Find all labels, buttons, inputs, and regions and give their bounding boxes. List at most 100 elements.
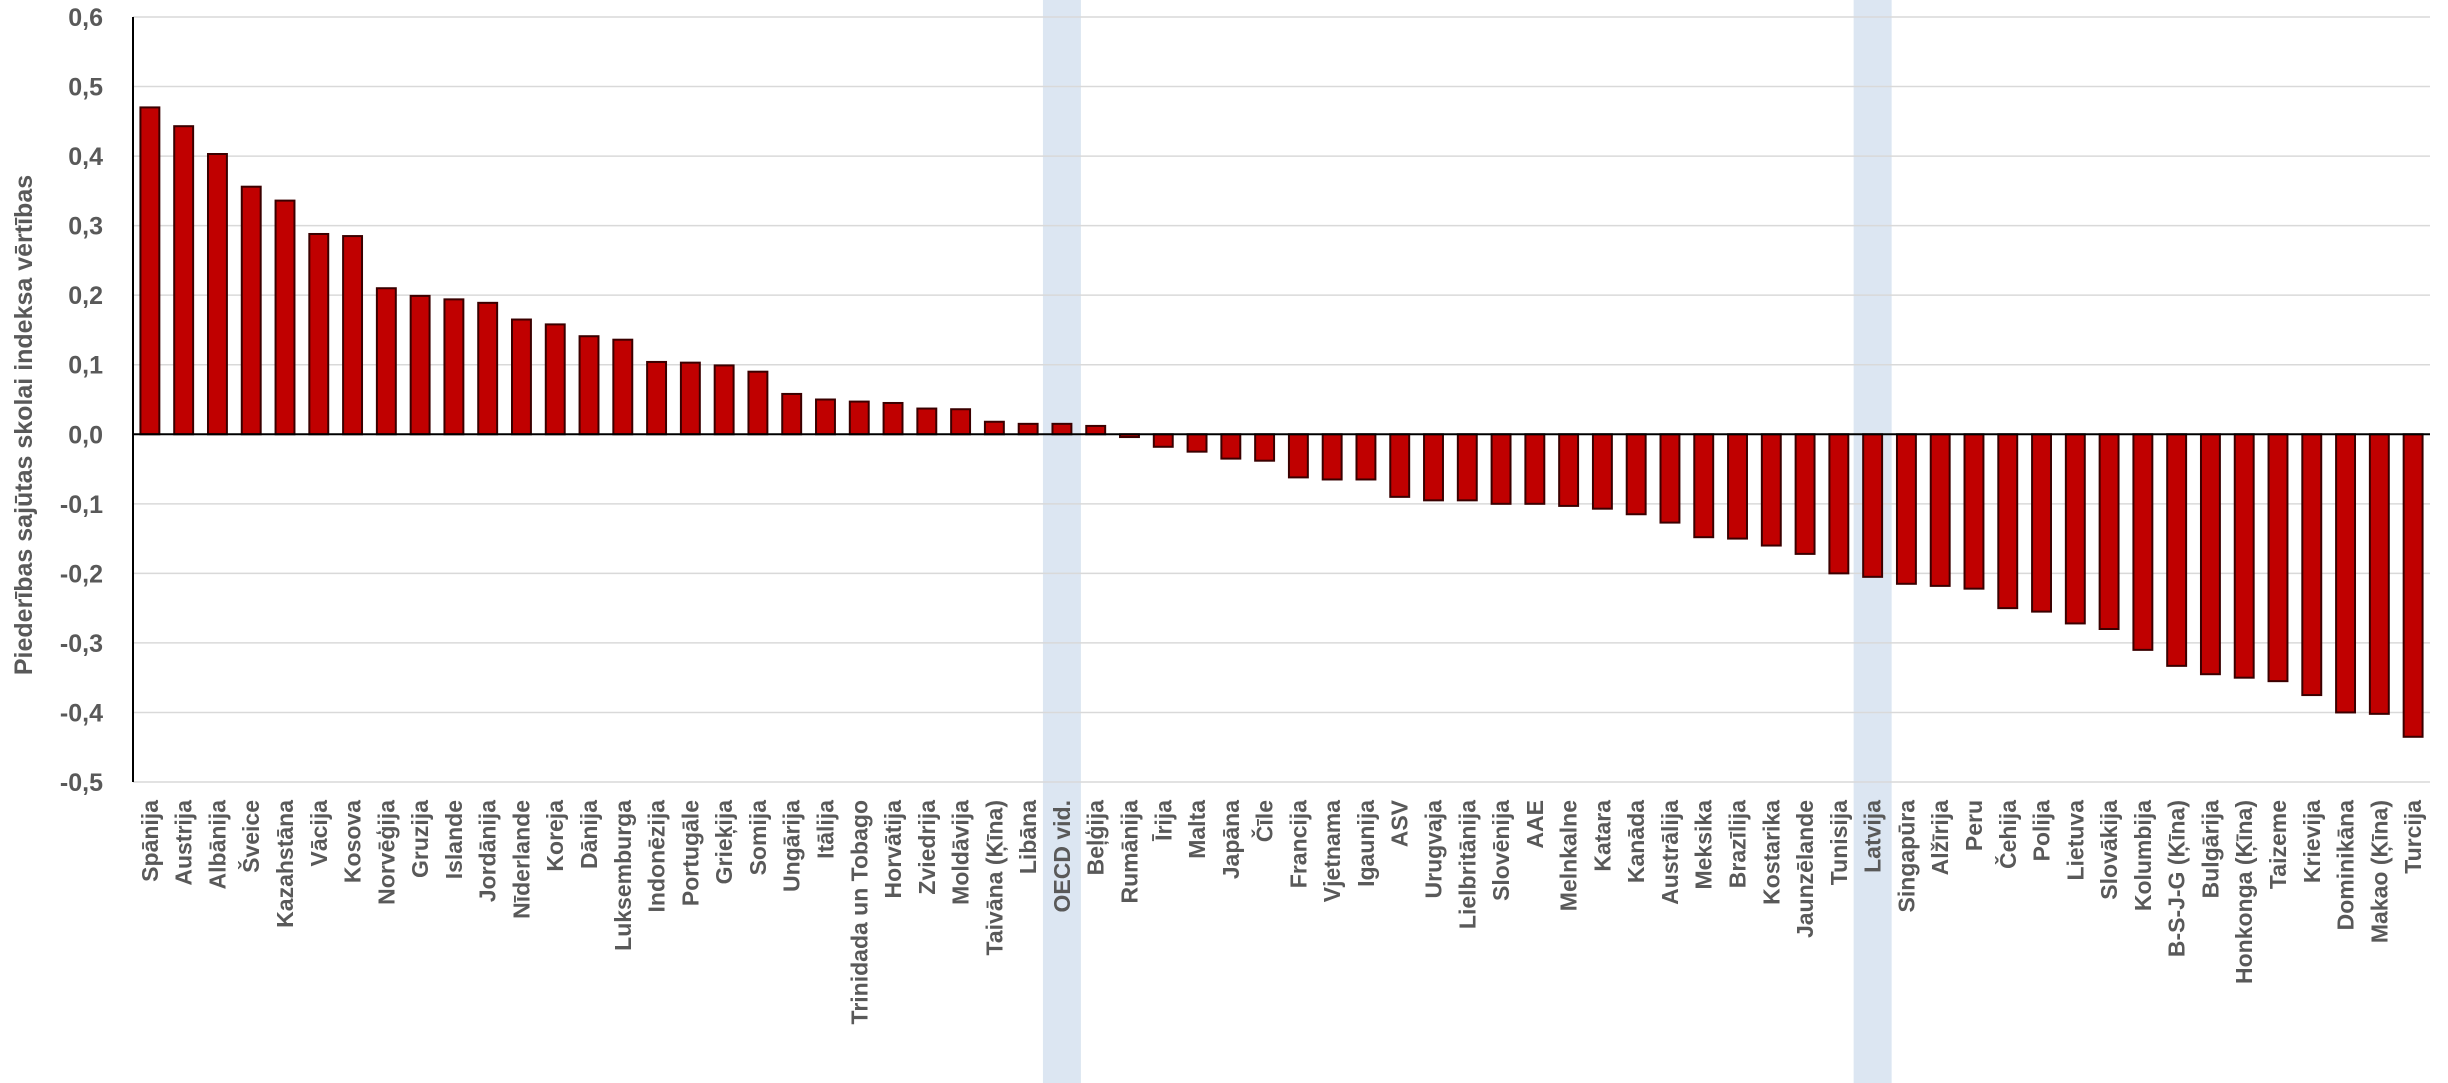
- bar: [983, 420, 1005, 436]
- bar: [1490, 433, 1512, 505]
- bar: [1355, 433, 1377, 481]
- x-category-label: B-S-J-G (Ķīna): [2164, 800, 2190, 957]
- bar: [1895, 433, 1917, 585]
- bar: [1186, 433, 1208, 453]
- x-category-label: Tunisija: [1826, 800, 1852, 885]
- x-category-label: Beļģija: [1083, 800, 1109, 876]
- x-category-label: Horvātija: [880, 800, 906, 899]
- y-tick-label: 0,0: [68, 421, 103, 449]
- bar: [2233, 433, 2255, 679]
- bar: [1625, 433, 1647, 516]
- x-category-label: Dānija: [576, 800, 602, 869]
- bar: [1862, 433, 1884, 578]
- bar: [950, 408, 972, 436]
- y-tick-label: 0,4: [68, 143, 103, 171]
- x-category-label: Austrālija: [1657, 800, 1683, 905]
- x-category-label: Moldāvija: [948, 800, 974, 905]
- x-category-label: Trinidada un Tobago: [846, 800, 872, 1024]
- bar: [1017, 422, 1039, 436]
- bar: [2132, 433, 2154, 651]
- x-category-label: Urugvaja: [1421, 800, 1447, 899]
- highlight-band: [1042, 0, 1081, 1083]
- bar: [848, 400, 870, 436]
- bar: [511, 318, 532, 436]
- bar: [1659, 433, 1681, 524]
- bar: [477, 301, 499, 436]
- bar: [1423, 433, 1444, 502]
- bar: [2402, 433, 2424, 738]
- bar: [2098, 433, 2120, 631]
- y-tick-label: -0,1: [60, 491, 103, 519]
- x-category-label: Taivāna (Ķīna): [981, 800, 1007, 956]
- x-category-label: Kolumbija: [2130, 800, 2156, 911]
- y-tick-label: 0,3: [68, 213, 103, 241]
- x-category-label: Taizeme: [2265, 800, 2291, 889]
- bar: [2199, 433, 2221, 676]
- x-category-label: Grieķija: [711, 800, 737, 885]
- x-category-label: OECD vid.: [1049, 800, 1075, 912]
- x-category-label: Indonēzija: [644, 800, 670, 913]
- bar: [1929, 433, 1951, 587]
- bar: [646, 360, 668, 436]
- axes: [132, 17, 2430, 782]
- x-category-label: Kanāda: [1623, 800, 1649, 883]
- y-tick-label: 0,5: [68, 74, 103, 102]
- x-category-label: Albānija: [204, 800, 230, 890]
- y-axis-label: Piederības sajūtas skolai indeksa vērtīb…: [10, 175, 38, 675]
- x-category-label: Katara: [1589, 800, 1615, 872]
- y-tick-label: 0,6: [68, 4, 103, 32]
- bar: [1963, 433, 1985, 590]
- x-category-label: Nīderlande: [509, 800, 535, 919]
- x-category-label: Singapūra: [1893, 800, 1919, 913]
- y-tick-label: -0,2: [60, 560, 103, 588]
- y-tick-label: -0,4: [60, 699, 103, 727]
- x-category-label: Zviedrija: [914, 800, 940, 895]
- y-tick-labels: 0,6 0,5 0,4 0,3 0,2 0,1 0,0 -0,1 -0,2 -0,3 -0,4 -0,…: [60, 4, 103, 797]
- x-category-label: Luksemburga: [610, 800, 636, 951]
- x-category-label: Kazahstāna: [272, 800, 298, 928]
- x-category-label: Koreja: [542, 800, 568, 872]
- bar: [1727, 433, 1748, 540]
- x-category-label: Slovēnija: [1488, 800, 1514, 901]
- x-category-label: Rumānija: [1117, 800, 1143, 904]
- bar: [1389, 433, 1411, 498]
- bar: [274, 199, 296, 436]
- x-category-label: Īrija: [1150, 800, 1176, 842]
- x-category-label: Somija: [745, 800, 771, 876]
- x-category-label: Slovākija: [2096, 800, 2122, 900]
- x-category-label: Spānija: [137, 800, 163, 882]
- x-category-label: Lielbritānija: [1454, 800, 1480, 929]
- y-tick-label: 0,1: [68, 352, 103, 380]
- x-category-label: Jaunzēlande: [1792, 800, 1818, 938]
- bar: [1760, 433, 1782, 547]
- x-category-label: Vjetnama: [1319, 800, 1345, 902]
- x-category-label: Libāna: [1015, 800, 1041, 874]
- x-category-label: Vācija: [306, 800, 332, 867]
- bar: [206, 153, 228, 436]
- bar: [2064, 433, 2086, 625]
- x-category-label: Gruzija: [407, 800, 433, 878]
- x-category-label: Alžīrija: [1927, 800, 1953, 876]
- bar: [1051, 422, 1073, 436]
- bar: [342, 235, 364, 436]
- x-category-label: Brazīlija: [1725, 800, 1751, 888]
- bar: [308, 232, 330, 436]
- bar: [1220, 433, 1242, 460]
- bar: [1085, 424, 1107, 436]
- bar: [1794, 433, 1816, 555]
- bar: [2267, 433, 2289, 683]
- bar: [882, 401, 904, 436]
- x-category-label: Šveice: [237, 800, 264, 873]
- bar: [1693, 433, 1715, 539]
- x-category-label: Dominikāna: [2333, 800, 2359, 931]
- x-category-label: Igaunija: [1353, 800, 1379, 887]
- bar: [1152, 433, 1174, 448]
- bar: [173, 125, 195, 436]
- x-category-label: Melnkalne: [1556, 800, 1582, 911]
- bar: [747, 370, 769, 436]
- bar: [544, 323, 566, 436]
- bar: [578, 335, 600, 436]
- bar: [679, 361, 701, 436]
- bar: [2031, 433, 2052, 613]
